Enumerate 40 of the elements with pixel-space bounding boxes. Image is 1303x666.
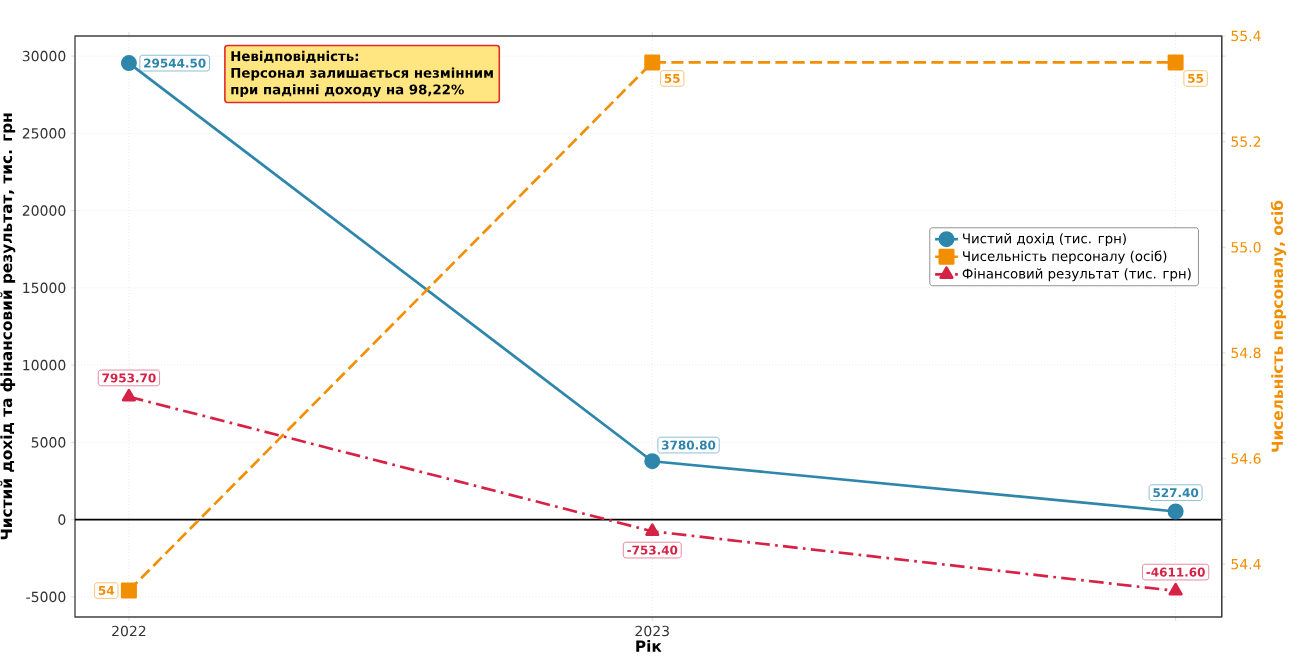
legend-label: Фінансовий результат (тис. грн): [962, 268, 1191, 282]
point: [121, 388, 137, 402]
y2-tick-label: 55.0: [1231, 241, 1261, 253]
y-tick-label: -5000: [26, 591, 66, 603]
data-label: 54: [98, 586, 115, 596]
point: [1168, 582, 1183, 596]
point: [1167, 503, 1184, 520]
data-label: 55: [1188, 74, 1204, 83]
y-tick-label: 10000: [23, 359, 66, 371]
y-axis-title: Чистий дохід та фінансовий результат, тис. грн: [0, 113, 16, 540]
point: [120, 55, 137, 72]
y2-tick-label: 54.6: [1231, 453, 1261, 464]
y-tick-label: 15000: [23, 282, 66, 294]
y-tick-label: 0: [58, 514, 66, 525]
data-label: 7953.70: [102, 373, 156, 383]
y-tick-label: 5000: [31, 437, 66, 448]
data-label: -753.40: [627, 545, 678, 555]
y2-tick-label: 55.4: [1231, 30, 1261, 42]
y2-tick-label: 54.8: [1231, 347, 1261, 359]
data-label: 55: [664, 74, 680, 83]
x-axis-title: Рік: [636, 640, 662, 652]
annotation: при падінні доходу на 98,22%: [231, 84, 464, 98]
y-tick-label: 30000: [22, 50, 66, 62]
legend-label: Чисельність персоналу (осіб): [963, 250, 1167, 264]
x-tick-label: 2022: [112, 625, 146, 637]
y-tick-label: 25000: [22, 128, 66, 139]
y2-tick-label: 55.2: [1231, 136, 1261, 147]
point: [645, 523, 660, 536]
annotation: Персонал залишається незмінним: [231, 67, 493, 81]
point: [644, 453, 661, 470]
y-tick-label: 20000: [22, 205, 66, 216]
y2-tick-label: 54.4: [1231, 558, 1261, 570]
data-label: -4611.60: [1146, 567, 1205, 577]
y2-axis-title: Чисельність персоналу, осіб: [1270, 200, 1287, 452]
annotation: Невідповідність:: [231, 50, 359, 63]
data-label: 527.40: [1153, 488, 1199, 498]
legend-label: Чистий дохід (тис. грн): [963, 233, 1126, 247]
x-tick-label: 2023: [635, 625, 669, 637]
data-label: 29544.50: [144, 58, 206, 68]
data-label: 3780.80: [661, 440, 716, 450]
